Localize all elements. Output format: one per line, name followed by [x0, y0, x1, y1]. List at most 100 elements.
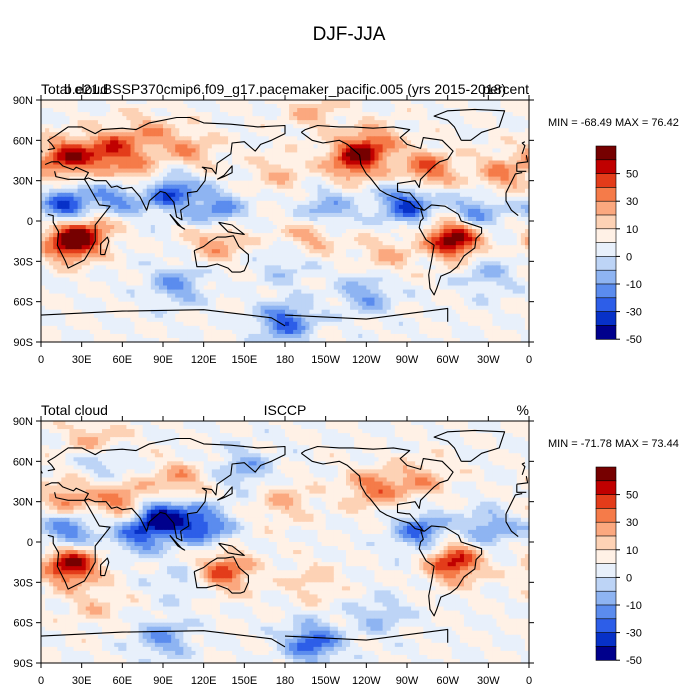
field-cell — [374, 144, 380, 149]
field-cell — [69, 261, 75, 266]
field-cell — [77, 168, 83, 174]
field-cell — [163, 221, 168, 226]
field-cell — [305, 221, 310, 226]
field-cell — [398, 156, 404, 162]
field-cell — [350, 192, 355, 198]
field-cell — [199, 108, 205, 113]
field-cell — [57, 108, 62, 113]
field-cell — [175, 253, 180, 258]
field-cell — [118, 108, 123, 113]
field-cell — [236, 120, 241, 125]
field-cell — [439, 144, 445, 149]
field-cell — [354, 108, 359, 113]
field-cell — [447, 164, 453, 170]
field-cell — [439, 241, 445, 246]
field-cell — [244, 233, 249, 238]
field-cell — [329, 253, 335, 258]
field-cell — [61, 221, 66, 226]
field-cell — [508, 136, 514, 141]
field-cell — [439, 156, 445, 162]
field-cell — [236, 116, 241, 121]
field-cell — [260, 168, 266, 174]
field-cell — [130, 261, 136, 266]
field-cell — [167, 160, 172, 166]
field-cell — [77, 104, 83, 109]
field-cell — [256, 261, 262, 266]
field-cell — [427, 128, 432, 133]
field-cell — [260, 225, 266, 230]
field-cell — [224, 225, 229, 230]
field-cell — [280, 253, 286, 258]
field-cell — [240, 196, 245, 202]
field-cell — [244, 108, 249, 113]
field-cell — [268, 261, 274, 266]
field-cell — [301, 108, 306, 113]
field-cell — [354, 120, 359, 125]
field-cell — [463, 257, 469, 262]
field-cell — [512, 156, 518, 162]
field-cell — [309, 180, 315, 186]
field-cell — [468, 257, 473, 262]
field-cell — [520, 208, 526, 214]
field-cell — [366, 184, 371, 190]
field-cell — [138, 100, 144, 105]
field-cell — [215, 100, 221, 105]
field-cell — [309, 249, 315, 254]
field-cell — [244, 152, 249, 158]
field-cell — [407, 156, 412, 162]
field-cell — [260, 265, 266, 270]
field-cell — [138, 192, 144, 198]
field-cell — [435, 100, 441, 105]
field-cell — [211, 212, 217, 218]
field-cell — [480, 216, 485, 222]
field-cell — [191, 192, 197, 198]
field-cell — [77, 188, 83, 194]
field-cell — [480, 172, 485, 178]
field-cell — [350, 100, 355, 105]
field-cell — [358, 112, 363, 117]
field-cell — [337, 200, 343, 206]
map-panel-1: 0 30E 60E 90E 120E 150E 180 150W 120W 90W 60W 30W 09… — [13, 81, 679, 366]
field-cell — [451, 140, 457, 145]
field-cell — [346, 132, 351, 137]
field-cell — [496, 112, 502, 117]
field-cell — [118, 128, 123, 133]
field-cell — [224, 108, 229, 113]
field-cell — [41, 104, 46, 109]
field-cell — [439, 229, 445, 234]
field-cell — [305, 144, 310, 149]
field-cell — [102, 221, 107, 226]
field-cell — [337, 188, 343, 194]
field-cell — [321, 188, 327, 194]
field-cell — [297, 257, 302, 262]
field-cell — [49, 140, 54, 145]
field-cell — [524, 200, 530, 206]
field-cell — [439, 148, 445, 154]
field-cell — [463, 100, 469, 105]
field-cell — [89, 148, 95, 154]
field-cell — [325, 180, 331, 186]
field-cell — [382, 221, 388, 226]
field-cell — [374, 221, 380, 226]
field-cell — [390, 160, 396, 166]
field-cell — [268, 108, 274, 113]
field-cell — [402, 212, 408, 218]
field-cell — [309, 136, 315, 141]
field-cell — [500, 128, 506, 133]
field-cell — [394, 229, 400, 234]
field-cell — [187, 140, 193, 145]
field-cell — [455, 188, 461, 194]
field-cell — [77, 237, 83, 242]
field-cell — [146, 100, 152, 105]
field-cell — [378, 253, 384, 258]
field-cell — [293, 229, 298, 234]
field-cell — [183, 168, 188, 174]
field-cell — [419, 241, 424, 246]
field-cell — [301, 241, 306, 246]
field-cell — [496, 144, 502, 149]
field-cell — [329, 180, 335, 186]
field-cell — [203, 208, 209, 214]
field-cell — [524, 261, 530, 266]
field-cell — [264, 245, 270, 250]
field-cell — [341, 132, 347, 137]
